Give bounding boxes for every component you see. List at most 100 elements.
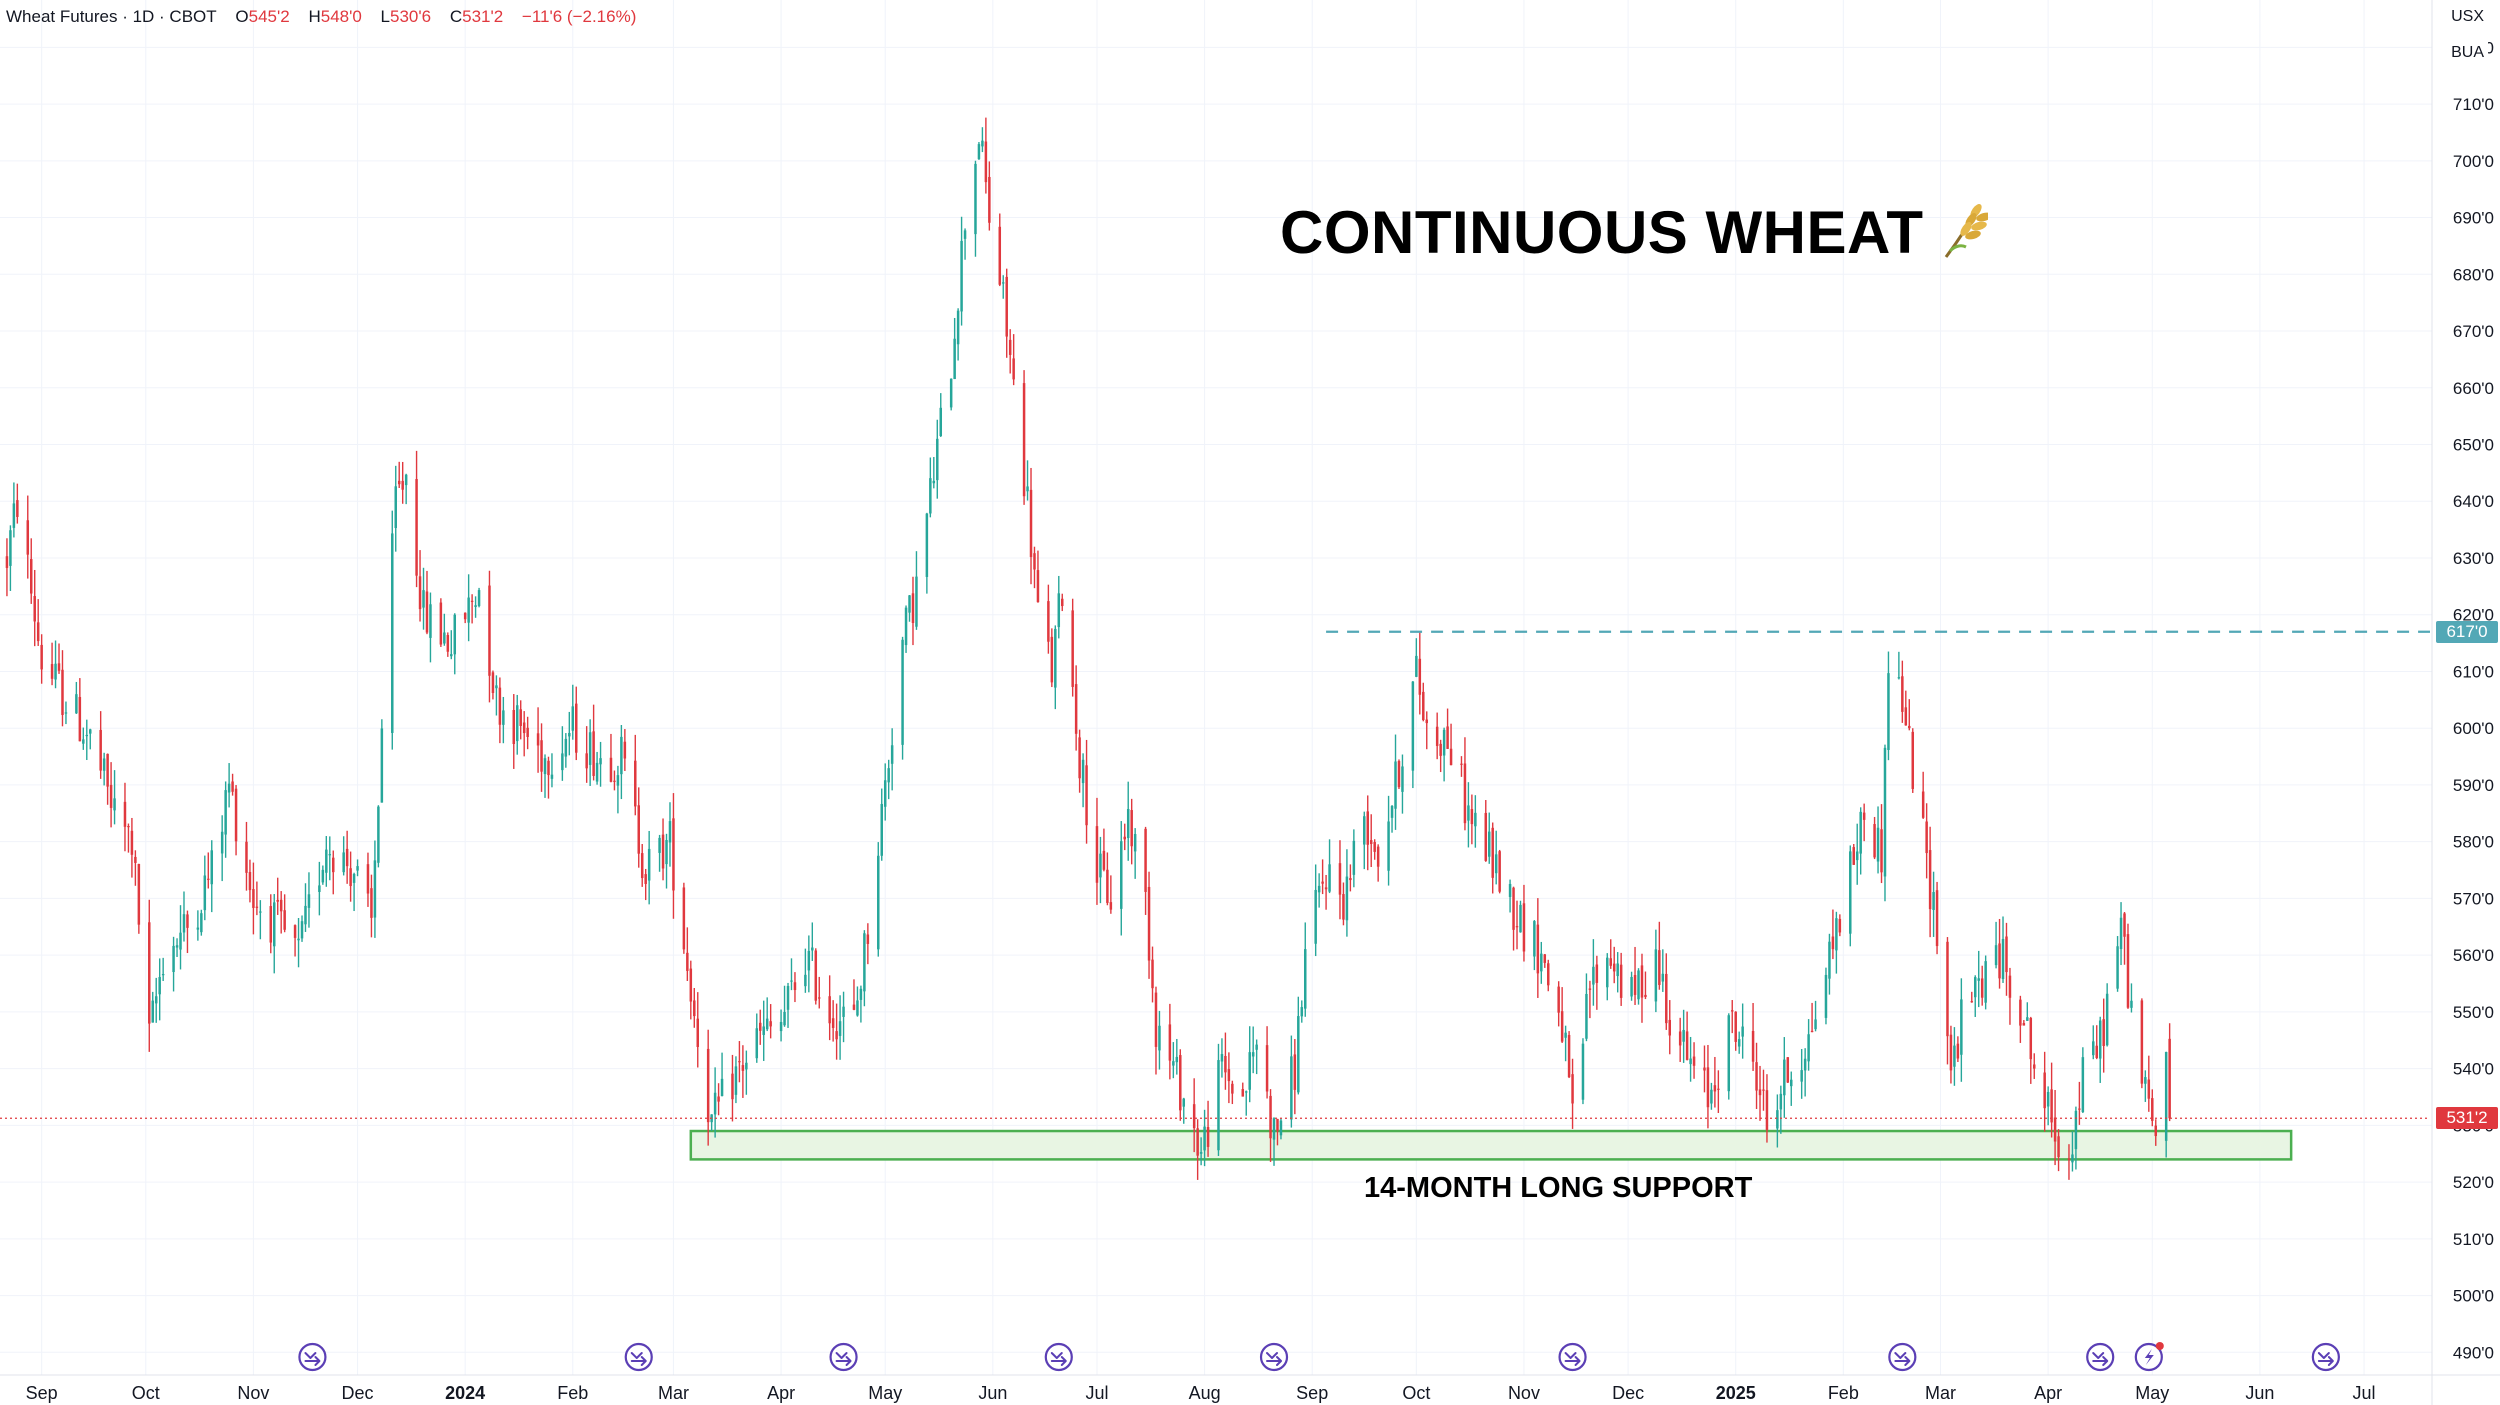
candle-body — [1790, 1079, 1793, 1087]
candle-body — [2126, 934, 2130, 1008]
candle-body — [1612, 963, 1616, 972]
candle-body — [231, 781, 234, 792]
candle-body — [1352, 840, 1356, 875]
candle-body — [2102, 1019, 2105, 1046]
candle-body — [1172, 1061, 1175, 1066]
candle-body — [439, 602, 443, 645]
candle-body — [1543, 954, 1547, 963]
time-tick-label: 2025 — [1716, 1383, 1756, 1403]
candle-body — [1109, 902, 1113, 910]
candle-body — [1297, 1016, 1300, 1093]
candle-body — [279, 899, 283, 912]
candle-body — [446, 635, 450, 652]
candle-body — [1345, 876, 1349, 921]
candle-body — [137, 863, 141, 925]
candle-body — [547, 760, 550, 776]
candle-body — [540, 740, 543, 772]
arrow-glyph — [2317, 1352, 2334, 1366]
candle-body — [1199, 1152, 1203, 1154]
candle-body — [1828, 941, 1831, 979]
candle-body — [1838, 918, 1842, 933]
candle-body — [227, 783, 231, 793]
candle-body — [2026, 1017, 2029, 1021]
candle-body — [814, 950, 818, 1001]
price-tick-label: 570'0 — [2453, 889, 2494, 908]
candle-body — [248, 871, 252, 891]
candle-body — [738, 1061, 741, 1063]
candle-body — [925, 513, 929, 577]
candle-body — [1317, 885, 1321, 893]
candle-body — [1897, 677, 1901, 679]
lightning-glyph — [2144, 1349, 2154, 1365]
candle-body — [2151, 1098, 2154, 1121]
candle-body — [717, 1096, 720, 1102]
time-tick-label: Mar — [658, 1383, 689, 1403]
candle-body — [1824, 974, 1828, 1018]
candle-body — [1304, 949, 1307, 1009]
candle-body — [758, 1022, 762, 1031]
change-value: −11'6 (−2.16%) — [521, 7, 637, 26]
candle-body — [148, 922, 151, 1024]
candle-body — [99, 729, 102, 771]
candle-body — [283, 910, 286, 930]
candle-body — [429, 604, 432, 638]
price-tick-label: 610'0 — [2453, 662, 2494, 681]
high-label: H — [308, 7, 321, 26]
candle-body — [342, 852, 345, 873]
candle-body — [293, 925, 297, 938]
candle-body — [963, 230, 967, 239]
candle-body — [634, 760, 637, 807]
candle-body — [1474, 812, 1477, 827]
candle-body — [1800, 1070, 1803, 1082]
candle-body — [477, 590, 481, 607]
candle-body — [2095, 1045, 2098, 1058]
candle-body — [1102, 850, 1106, 870]
time-tick-label: Feb — [557, 1383, 588, 1403]
candle-body — [1470, 809, 1474, 825]
candle-body — [130, 830, 134, 855]
candle-body — [828, 996, 831, 1024]
candle-body — [425, 591, 429, 633]
volume-unit[interactable]: BUA — [2447, 42, 2488, 64]
candle-body — [1158, 1025, 1161, 1051]
candle-body — [1581, 1043, 1585, 1100]
candle-body — [488, 585, 491, 676]
candle-body — [2029, 1017, 2033, 1060]
currency-unit[interactable]: USX — [2447, 6, 2488, 28]
candle-body — [1293, 1054, 1297, 1090]
candle-body — [1710, 1089, 1713, 1104]
candle-body — [1133, 834, 1137, 852]
price-axis[interactable]: 720'0710'0700'0690'0680'0670'0660'0650'0… — [2431, 0, 2494, 1405]
candle-body — [2098, 1020, 2102, 1059]
candle-body — [158, 977, 161, 995]
price-tick-label: 680'0 — [2453, 265, 2494, 284]
candle-body — [2022, 1023, 2026, 1026]
candle-body — [665, 840, 668, 865]
rollover-arrow-icon — [829, 1342, 858, 1372]
candle-body — [443, 632, 446, 644]
candle-body — [526, 727, 529, 737]
candle-body — [1765, 1090, 1769, 1130]
candle-body — [1057, 593, 1061, 628]
candle-body — [318, 885, 321, 892]
time-axis[interactable]: Sep Oct Nov Dec 2024 Feb Mar Apr May Jun Jul Aug Sep… — [0, 1374, 2500, 1403]
candle-body — [307, 894, 311, 908]
candle-body — [779, 1021, 783, 1032]
candle-body — [2074, 1110, 2078, 1150]
candle-body — [568, 732, 571, 737]
candle-body — [1588, 988, 1592, 990]
open-value: 545'2 — [248, 7, 290, 26]
arrow-glyph — [1564, 1352, 1581, 1366]
time-tick-label: Apr — [2034, 1383, 2062, 1403]
candle-body — [123, 801, 127, 827]
candle-body — [835, 1031, 838, 1040]
candle-body — [693, 1000, 696, 1017]
price-tick-label: 710'0 — [2453, 95, 2494, 114]
candle-body — [5, 556, 9, 568]
candle-body — [1852, 847, 1855, 865]
candle-body — [2116, 946, 2119, 989]
candle-body — [182, 914, 186, 933]
candle-body — [1442, 729, 1446, 756]
candle-body — [1001, 282, 1005, 284]
